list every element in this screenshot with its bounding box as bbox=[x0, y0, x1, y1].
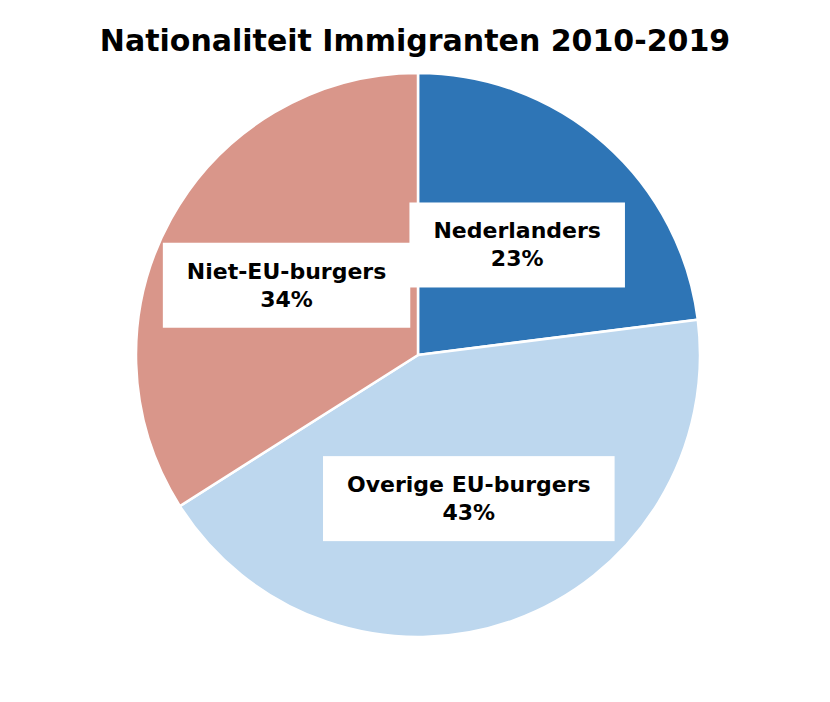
value-label: 34% bbox=[260, 287, 313, 312]
value-label: 43% bbox=[442, 500, 495, 525]
label-box bbox=[409, 202, 625, 287]
pie: Nederlanders 23% Overige EU-burgers 43% Niet… bbox=[136, 73, 700, 637]
slice bbox=[136, 73, 418, 506]
category-label: Niet-EU-burgers bbox=[187, 259, 386, 284]
data-label: Overige EU-burgers 43% bbox=[323, 456, 615, 541]
category-label: Nederlanders bbox=[433, 218, 601, 243]
data-label: Nederlanders 23% bbox=[409, 202, 625, 287]
labels: Nederlanders 23% Overige EU-burgers 43% Niet… bbox=[163, 202, 625, 541]
slices bbox=[136, 73, 700, 637]
label-box bbox=[163, 243, 410, 328]
value-label: 23% bbox=[491, 246, 544, 271]
category-label: Overige EU-burgers bbox=[347, 472, 591, 497]
title: Nationaliteit Immigranten 2010-2019 bbox=[100, 23, 730, 58]
chart: Nationaliteit Immigranten 2010-2019 Neder… bbox=[0, 0, 830, 702]
label-box bbox=[323, 456, 615, 541]
data-label: Niet-EU-burgers 34% bbox=[163, 243, 410, 328]
